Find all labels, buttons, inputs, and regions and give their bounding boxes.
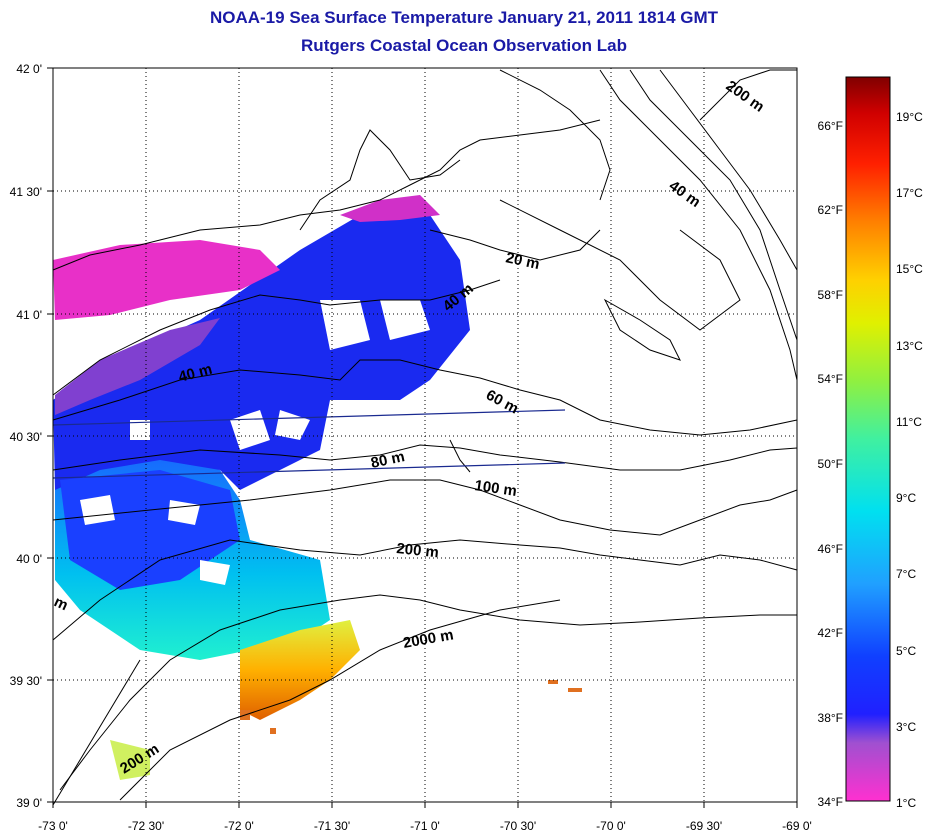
contour-label-100m: 100 m [473, 477, 517, 500]
blue-water [53, 215, 470, 490]
colorbar-fahrenheit-labels: 66°F 62°F 58°F 54°F 50°F 46°F 42°F 38°F … [818, 119, 843, 809]
map-subtitle: Rutgers Coastal Ocean Observation Lab [301, 36, 627, 55]
colorbar-f-label: 42°F [818, 626, 843, 640]
lon-label: -70 0' [596, 819, 626, 833]
warm-speckle [240, 680, 582, 734]
latitude-labels: 42 0' 41 30' 41 0' 40 30' 40 0' 39 30' 3… [10, 62, 42, 810]
contour-label-partial: m [51, 593, 70, 614]
magenta-water-north [53, 240, 280, 320]
contour-label-200m-north: 200 m [723, 77, 768, 115]
colorbar-c-label: 11°C [896, 415, 922, 429]
lat-label: 41 0' [16, 308, 42, 322]
violet-water [55, 318, 220, 415]
colorbar-f-label: 46°F [818, 542, 843, 556]
lon-label: -73 0' [38, 819, 68, 833]
colorbar-c-label: 9°C [896, 491, 916, 505]
contour-label-200m-mid: 200 m [396, 540, 440, 561]
colorbar-f-label: 66°F [818, 119, 843, 133]
contour-label-2000m: 2000 m [402, 626, 455, 652]
contour-label-20m: 20 m [504, 249, 541, 273]
sst-layer [53, 195, 582, 780]
lon-label: -69 30' [686, 819, 722, 833]
colorbar-celsius-labels: 19°C 17°C 15°C 13°C 11°C 9°C 7°C 5°C 3°C… [896, 110, 923, 810]
graticule [53, 68, 797, 802]
lon-label: -71 0' [410, 819, 440, 833]
contour-label-40m-north: 40 m [666, 177, 704, 211]
yellow-patch [110, 740, 150, 780]
contour-label-60m: 60 m [483, 387, 521, 418]
magenta-water-bay [340, 195, 440, 222]
colorbar [845, 76, 891, 802]
lat-label: 40 0' [16, 552, 42, 566]
lat-label: 39 30' [10, 674, 42, 688]
colorbar-c-label: 1°C [896, 796, 916, 810]
lon-label: -71 30' [314, 819, 350, 833]
colorbar-f-label: 62°F [818, 203, 843, 217]
lat-label: 42 0' [16, 62, 42, 76]
colorbar-c-label: 17°C [896, 186, 923, 200]
colorbar-c-label: 7°C [896, 567, 916, 581]
colorbar-c-label: 19°C [896, 110, 923, 124]
lon-label: -69 0' [782, 819, 812, 833]
lon-label: -72 30' [128, 819, 164, 833]
colorbar-f-label: 58°F [818, 288, 843, 302]
lon-label: -70 30' [500, 819, 536, 833]
colorbar-f-label: 50°F [818, 457, 843, 471]
map-title: NOAA-19 Sea Surface Temperature January … [209, 8, 719, 27]
lat-label: 41 30' [10, 185, 42, 199]
colorbar-c-label: 5°C [896, 644, 916, 658]
warm-water [240, 620, 360, 720]
contour-label-80m: 80 m [369, 448, 406, 472]
colorbar-c-label: 13°C [896, 339, 923, 353]
colorbar-f-label: 38°F [818, 711, 843, 725]
transect-lines [52, 409, 566, 479]
lon-label: -72 0' [224, 819, 254, 833]
colorbar-c-label: 3°C [896, 720, 916, 734]
colorbar-f-label: 34°F [818, 795, 843, 809]
lat-label: 39 0' [16, 796, 42, 810]
colorbar-f-label: 54°F [818, 372, 843, 386]
bathymetry-contours [52, 69, 798, 806]
frame-ticks [47, 67, 798, 808]
lat-label: 40 30' [10, 430, 42, 444]
longitude-labels: -73 0' -72 30' -72 0' -71 30' -71 0' -70… [38, 819, 812, 833]
colorbar-c-label: 15°C [896, 262, 923, 276]
